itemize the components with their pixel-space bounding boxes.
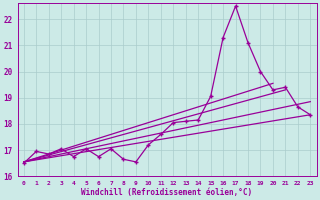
X-axis label: Windchill (Refroidissement éolien,°C): Windchill (Refroidissement éolien,°C) — [82, 188, 252, 197]
